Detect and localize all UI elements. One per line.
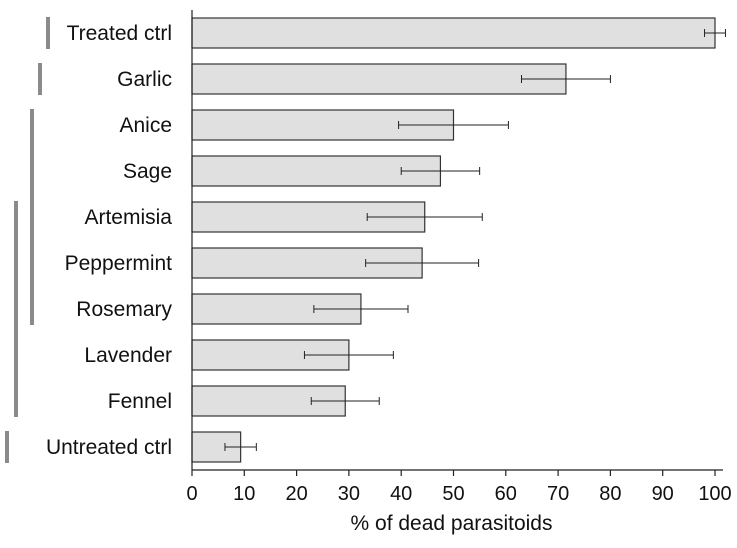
x-tick-label: 70 — [547, 483, 569, 505]
x-tick-label: 20 — [285, 483, 307, 505]
x-tick-label: 50 — [442, 483, 464, 505]
category-label: Garlic — [117, 68, 172, 91]
group-bracket — [14, 201, 18, 417]
group-bracket — [38, 63, 42, 95]
x-tick-label: 60 — [495, 483, 517, 505]
bar — [191, 155, 442, 187]
group-bracket — [5, 431, 9, 463]
x-axis-ticks: 0 10 20 30 40 50 60 70 80 90 100 — [186, 470, 732, 505]
x-tick-label: 10 — [233, 483, 255, 505]
category-label: Lavender — [84, 344, 172, 367]
group-bracket — [46, 17, 50, 49]
significance-group-brackets — [5, 17, 50, 463]
x-tick-label: 0 — [186, 483, 197, 505]
bar-series — [191, 17, 716, 463]
x-axis-title: % of dead parasitoids — [351, 512, 553, 535]
bar — [191, 63, 567, 95]
x-tick-label: 100 — [698, 483, 731, 505]
category-label: Peppermint — [65, 252, 173, 275]
category-label: Fennel — [108, 390, 172, 413]
category-label: Untreated ctrl — [46, 436, 172, 459]
group-bracket — [30, 109, 34, 325]
category-label: Sage — [123, 160, 172, 183]
category-label: Artemisia — [84, 206, 172, 229]
x-tick-label: 80 — [599, 483, 621, 505]
category-label: Anice — [119, 114, 172, 137]
category-label: Rosemary — [76, 298, 172, 321]
category-label: Treated ctrl — [67, 22, 172, 45]
axes — [191, 10, 723, 471]
category-labels: Treated ctrl Garlic Anice Sage Artemisia Pepp… — [46, 22, 173, 459]
bar — [191, 17, 716, 49]
x-tick-label: 90 — [652, 483, 674, 505]
x-tick-label: 40 — [390, 483, 412, 505]
x-tick-label: 30 — [338, 483, 360, 505]
error-bars — [224, 29, 726, 451]
